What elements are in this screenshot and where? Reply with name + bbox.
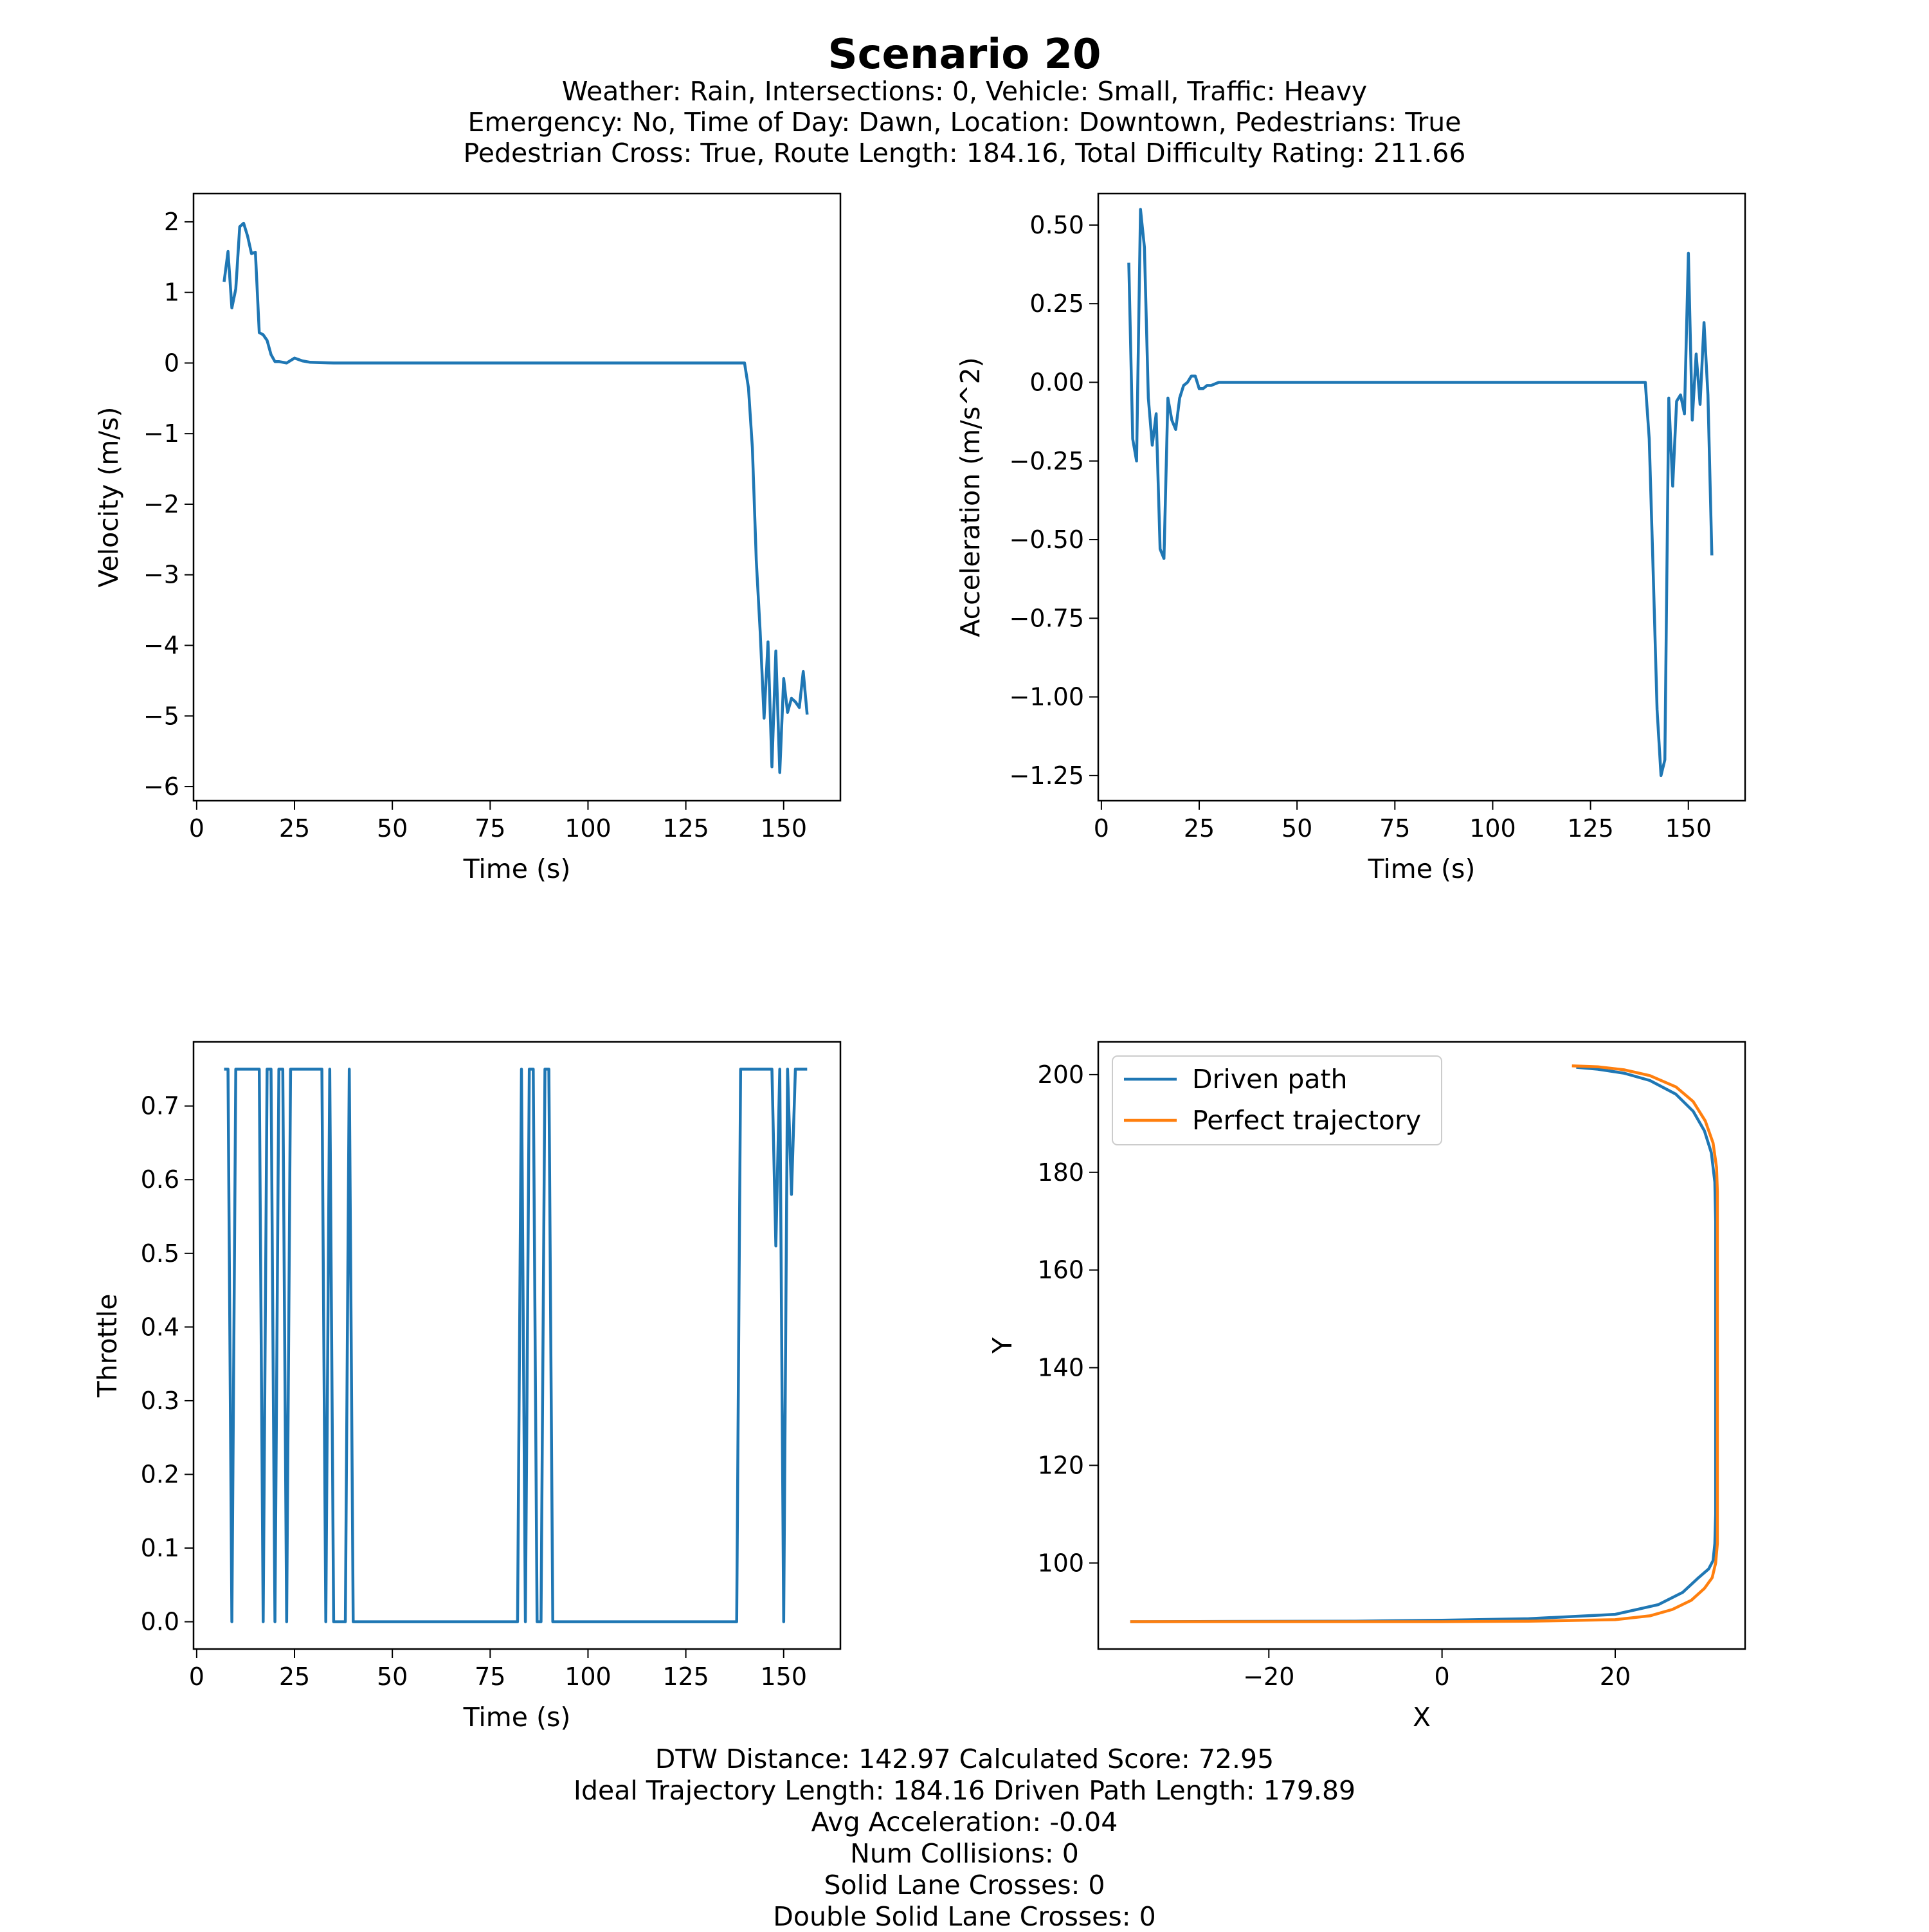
subtitle-line-1: Weather: Rain, Intersections: 0, Vehicle… (561, 76, 1368, 107)
y-tick-label: 2 (164, 208, 179, 236)
x-tick-label: 125 (662, 814, 709, 843)
y-tick-label: 0.4 (141, 1313, 179, 1341)
y-axis-label: Velocity (m/s) (93, 407, 124, 588)
x-tick-label: 20 (1600, 1663, 1631, 1691)
x-axis-label: X (1413, 1702, 1431, 1733)
y-tick-label: −1.00 (1010, 683, 1084, 711)
x-tick-label: 25 (279, 814, 310, 843)
driven-path-line (1130, 1066, 1717, 1623)
x-tick-label: 0 (1435, 1663, 1450, 1691)
y-tick-label: 160 (1037, 1256, 1084, 1284)
x-tick-label: 75 (1379, 814, 1410, 843)
x-tick-label: 150 (760, 1663, 807, 1691)
y-tick-label: 0.00 (1029, 368, 1084, 396)
acceleration-chart: 0 25 50 75 100 125 150 −1.25 −1.00 −0.75 −0.50 −0.2… (955, 192, 1746, 884)
footer-line-solid-lane: Solid Lane Crosses: 0 (824, 1870, 1105, 1900)
plot-frame (192, 1041, 842, 1650)
y-tick-label: −0.75 (1010, 604, 1084, 632)
plot-frame (192, 192, 842, 802)
y-tick-label: 0 (164, 349, 179, 377)
legend-label: Driven path (1192, 1064, 1348, 1095)
series-line (1127, 208, 1714, 778)
x-tick-label: 50 (377, 814, 408, 843)
subtitle-line-2: Emergency: No, Time of Day: Dawn, Locati… (467, 107, 1462, 138)
x-tick-label: 0 (189, 1663, 204, 1691)
y-tick-label: 180 (1037, 1158, 1084, 1187)
x-tick-label: 125 (1567, 814, 1614, 843)
y-axis-label: Throttle (92, 1294, 123, 1398)
perfect-trajectory-line (1130, 1064, 1719, 1623)
x-tick-label: 75 (475, 814, 505, 843)
x-tick-label: 100 (565, 1663, 611, 1691)
velocity-chart: 0 25 50 75 100 125 150 −6 −5 −4 −3 −2 −1 0 1 2 Time (s) V… (93, 192, 842, 884)
x-axis-label: Time (s) (1368, 853, 1476, 884)
series-line (224, 1068, 808, 1623)
footer-line-dtw: DTW Distance: 142.97 Calculated Score: 7… (655, 1744, 1274, 1774)
footer-line-avg-accel: Avg Acceleration: -0.04 (811, 1807, 1118, 1837)
x-tick-label: 125 (662, 1663, 709, 1691)
y-tick-label: 0.0 (141, 1608, 179, 1636)
legend-box (1112, 1055, 1442, 1145)
footer-line-double-solid-lane: Double Solid Lane Crosses: 0 (773, 1901, 1156, 1932)
y-tick-label: 0.7 (141, 1092, 179, 1120)
y-tick-label: 0.2 (141, 1460, 179, 1488)
y-tick-label: −3 (143, 561, 179, 589)
y-tick-label: −0.50 (1010, 525, 1084, 554)
y-tick-label: 200 (1037, 1061, 1084, 1089)
chart-legend: Driven path Perfect trajectory (1112, 1055, 1442, 1145)
legend-label: Perfect trajectory (1192, 1105, 1421, 1136)
y-tick-label: −4 (143, 632, 179, 660)
footer-line-lengths: Ideal Trajectory Length: 184.16 Driven P… (573, 1775, 1356, 1806)
x-tick-label: 150 (1665, 814, 1712, 843)
trajectory-chart: −20 0 20 100 120 140 160 180 200 X Y Driven path Per… (987, 1041, 1746, 1733)
plot-frame (1097, 192, 1746, 802)
y-tick-label: −2 (143, 490, 179, 518)
y-tick-label: −1 (143, 419, 179, 448)
x-tick-label: 50 (1281, 814, 1312, 843)
plot-frame (1097, 1041, 1746, 1650)
x-axis-label: Time (s) (463, 1702, 571, 1733)
y-tick-label: 1 (164, 278, 179, 307)
x-tick-label: 25 (1184, 814, 1215, 843)
y-tick-label: 0.6 (141, 1165, 179, 1194)
y-axis-label: Acceleration (m/s^2) (955, 357, 986, 637)
y-tick-label: 0.3 (141, 1387, 179, 1415)
x-tick-label: −20 (1243, 1663, 1294, 1691)
y-axis-label: Y (987, 1337, 1018, 1354)
subtitle-line-3: Pedestrian Cross: True, Route Length: 18… (463, 138, 1466, 169)
y-tick-label: −1.25 (1010, 761, 1084, 790)
x-tick-label: 0 (1094, 814, 1109, 843)
x-axis-label: Time (s) (463, 853, 571, 884)
x-tick-label: 100 (1469, 814, 1516, 843)
footer-line-collisions: Num Collisions: 0 (850, 1838, 1079, 1869)
y-tick-label: −6 (143, 772, 179, 801)
x-tick-label: 75 (475, 1663, 505, 1691)
y-tick-label: 0.1 (141, 1534, 179, 1562)
figure-title: Scenario 20 (828, 31, 1101, 78)
series-line (222, 221, 809, 774)
x-tick-label: 25 (279, 1663, 310, 1691)
x-tick-label: 50 (377, 1663, 408, 1691)
x-tick-label: 0 (189, 814, 204, 843)
y-tick-label: 0.5 (141, 1239, 179, 1268)
y-tick-label: 0.50 (1029, 211, 1084, 239)
y-tick-label: −0.25 (1010, 447, 1084, 475)
y-tick-label: 140 (1037, 1354, 1084, 1382)
x-tick-label: 150 (760, 814, 807, 843)
y-tick-label: 100 (1037, 1549, 1084, 1577)
y-tick-label: 0.25 (1029, 289, 1084, 318)
throttle-chart: 0 25 50 75 100 125 150 0.0 0.1 0.2 0.3 0.4 0.5 0.6 0.7… (92, 1041, 842, 1733)
y-tick-label: 120 (1037, 1451, 1084, 1479)
y-tick-label: −5 (143, 702, 179, 730)
x-tick-label: 100 (565, 814, 611, 843)
